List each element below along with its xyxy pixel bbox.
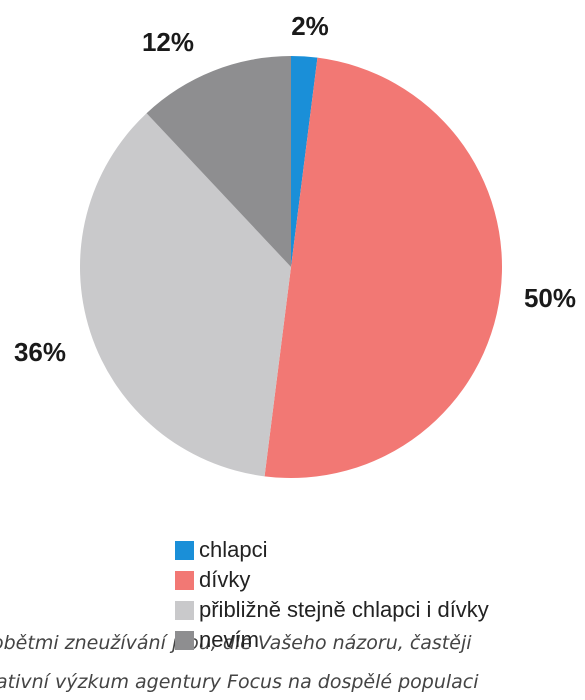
- pie-chart: 2% 50% 36% 12%: [14, 11, 576, 479]
- pie-value-label-chlapci: 2%: [291, 11, 329, 41]
- pie-value-label-divky: 50%: [524, 283, 576, 313]
- legend-item-divky: dívky: [175, 565, 489, 595]
- pie-slices: [79, 55, 503, 479]
- pie-value-label-nevim: 12%: [142, 27, 194, 57]
- chart-legend: chlapci dívky přibližně stejně chlapci i d…: [175, 535, 489, 655]
- legend-label: přibližně stejně chlapci i dívky: [199, 597, 489, 622]
- pie-slice-divky: [264, 57, 503, 479]
- legend-item-chlapci: chlapci: [175, 535, 489, 565]
- legend-item-nevim: nevím: [175, 625, 489, 655]
- legend-label: nevím: [199, 627, 259, 652]
- legend-label: chlapci: [199, 537, 268, 562]
- pie-slice-nevim: [146, 56, 291, 267]
- caption-line-1: obětmi zneužívání jsou, dle Vašeho názor…: [0, 632, 472, 654]
- pie-slice-chlapci: [291, 55, 318, 267]
- legend-swatch: [175, 570, 194, 590]
- legend-label: dívky: [199, 567, 251, 592]
- pie-value-label-priblizne-stejne-chlapci-i-divky: 36%: [14, 337, 66, 367]
- legend-item-priblizne-stejne-chlapci-i-divky: přibližně stejně chlapci i dívky: [175, 595, 489, 625]
- legend-swatch: [175, 540, 194, 560]
- pie-value-labels: 2% 50% 36% 12%: [14, 11, 576, 367]
- pie-slice-priblizne-stejne-chlapci-i-divky: [79, 113, 291, 477]
- caption-line-2: ativní výzkum agentury Focus na dospělé …: [0, 671, 479, 693]
- legend-swatch: [175, 630, 194, 650]
- legend-swatch: [175, 600, 194, 620]
